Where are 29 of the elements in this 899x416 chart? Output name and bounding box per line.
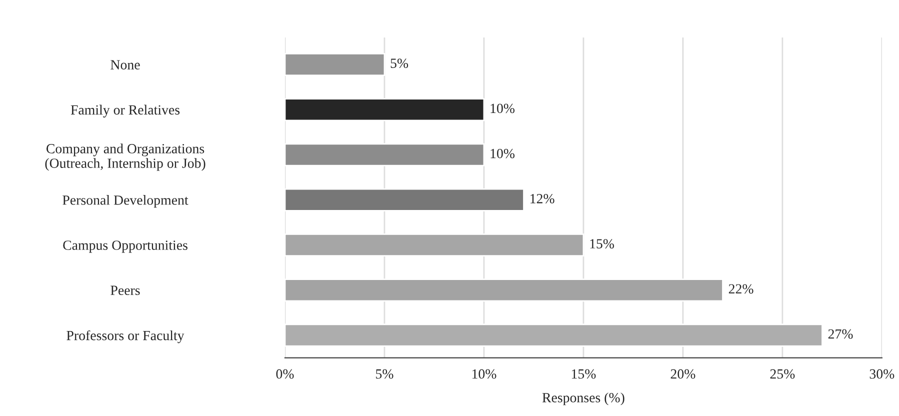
- bar: [284, 233, 584, 256]
- data-label: 10%: [490, 104, 514, 114]
- y-tick-label: Campus Opportunities: [63, 240, 188, 253]
- data-label: 22%: [728, 284, 754, 294]
- y-tick-label: Personal Development: [62, 195, 188, 208]
- y-tick-label: Peers: [110, 286, 140, 296]
- x-tick-label: 30%: [870, 369, 894, 379]
- data-label: 12%: [530, 194, 554, 204]
- bar: [284, 324, 823, 347]
- x-tick-label: 25%: [770, 369, 795, 379]
- x-tick-label: 10%: [472, 369, 496, 379]
- x-tick-label: 20%: [670, 369, 696, 379]
- x-tick-label: 5%: [376, 369, 394, 379]
- data-label: 5%: [390, 58, 408, 68]
- y-tick-label: None: [110, 60, 140, 70]
- x-axis-title: Responses (%): [542, 392, 624, 406]
- x-tick-label: 15%: [572, 369, 596, 379]
- y-tick-label: Professors or Faculty: [66, 330, 184, 344]
- data-label: 10%: [490, 148, 514, 158]
- y-tick-label: Company and Organizations (Outreach, Internship or Job): [45, 144, 206, 171]
- data-label: 27%: [828, 329, 853, 339]
- bar: [284, 143, 485, 166]
- bar: [284, 52, 386, 76]
- x-tick-label: 0%: [276, 369, 294, 379]
- bar: [284, 98, 485, 122]
- y-tick-label: Family or Relatives: [70, 104, 180, 118]
- bar: [284, 188, 524, 212]
- bar: [284, 278, 724, 302]
- data-label: 15%: [590, 239, 614, 248]
